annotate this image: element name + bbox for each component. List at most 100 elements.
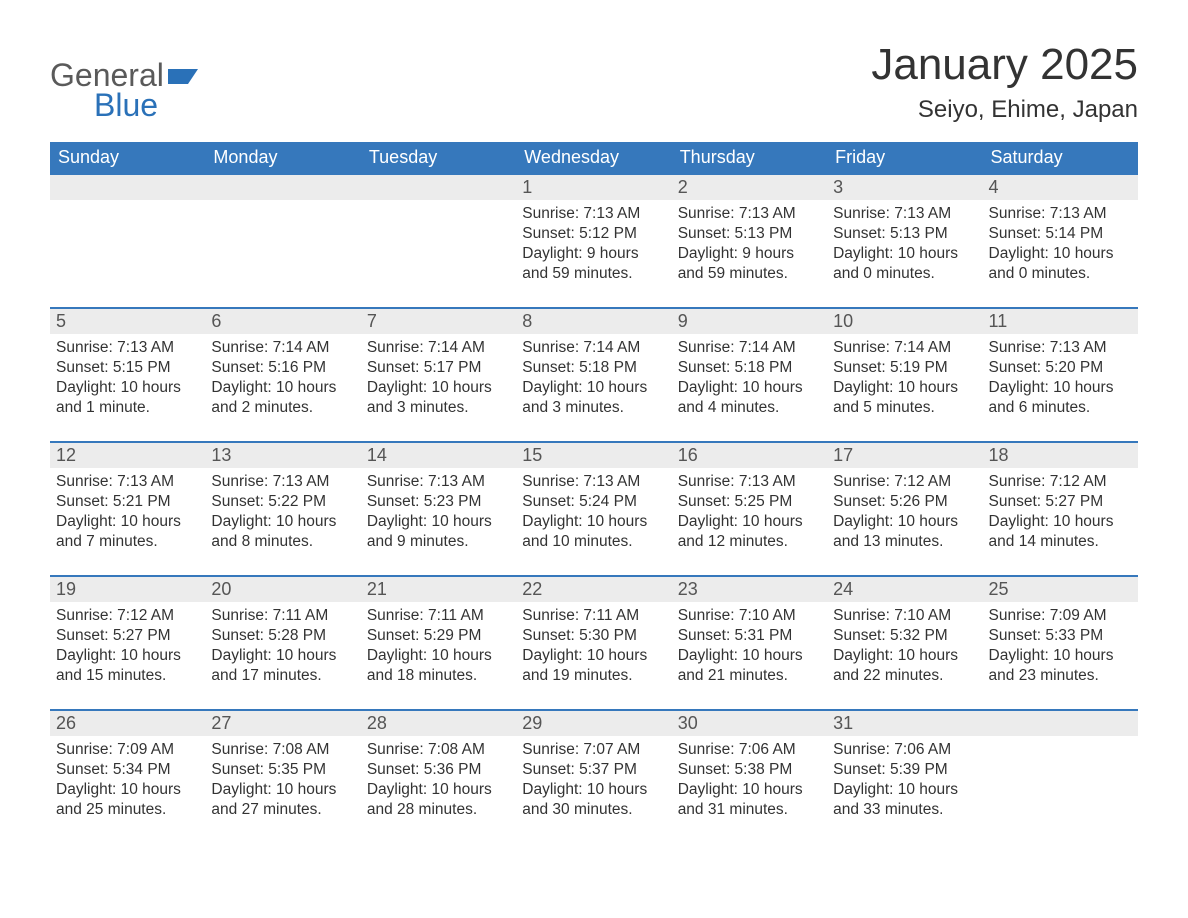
flag-icon bbox=[168, 60, 202, 90]
day-details: Sunrise: 7:10 AMSunset: 5:32 PMDaylight:… bbox=[827, 602, 982, 691]
calendar-day-cell: 29Sunrise: 7:07 AMSunset: 5:37 PMDayligh… bbox=[516, 710, 671, 844]
day-number: 27 bbox=[205, 711, 360, 736]
day-number: 18 bbox=[983, 443, 1138, 468]
day-details: Sunrise: 7:13 AMSunset: 5:21 PMDaylight:… bbox=[50, 468, 205, 557]
day-details: Sunrise: 7:13 AMSunset: 5:25 PMDaylight:… bbox=[672, 468, 827, 557]
calendar-day-cell: 5Sunrise: 7:13 AMSunset: 5:15 PMDaylight… bbox=[50, 308, 205, 442]
sunset-line: Sunset: 5:36 PM bbox=[367, 760, 510, 780]
day-details: Sunrise: 7:12 AMSunset: 5:27 PMDaylight:… bbox=[50, 602, 205, 691]
day-number: 30 bbox=[672, 711, 827, 736]
day-details: Sunrise: 7:13 AMSunset: 5:24 PMDaylight:… bbox=[516, 468, 671, 557]
daylight-line: Daylight: 10 hours and 33 minutes. bbox=[833, 780, 976, 820]
sunset-line: Sunset: 5:16 PM bbox=[211, 358, 354, 378]
sunrise-line: Sunrise: 7:11 AM bbox=[367, 606, 510, 626]
calendar-day-cell: 15Sunrise: 7:13 AMSunset: 5:24 PMDayligh… bbox=[516, 442, 671, 576]
day-details: Sunrise: 7:14 AMSunset: 5:16 PMDaylight:… bbox=[205, 334, 360, 423]
day-number: 21 bbox=[361, 577, 516, 602]
daylight-line: Daylight: 10 hours and 22 minutes. bbox=[833, 646, 976, 686]
sunrise-line: Sunrise: 7:09 AM bbox=[56, 740, 199, 760]
day-number: 2 bbox=[672, 175, 827, 200]
day-details: Sunrise: 7:07 AMSunset: 5:37 PMDaylight:… bbox=[516, 736, 671, 825]
page-header: General Blue January 2025 Seiyo, Ehime, … bbox=[50, 40, 1138, 124]
calendar-week-row: 12Sunrise: 7:13 AMSunset: 5:21 PMDayligh… bbox=[50, 442, 1138, 576]
day-number: 15 bbox=[516, 443, 671, 468]
daylight-line: Daylight: 10 hours and 1 minute. bbox=[56, 378, 199, 418]
sunset-line: Sunset: 5:13 PM bbox=[833, 224, 976, 244]
sunrise-line: Sunrise: 7:13 AM bbox=[989, 204, 1132, 224]
day-number: 14 bbox=[361, 443, 516, 468]
sunset-line: Sunset: 5:30 PM bbox=[522, 626, 665, 646]
daylight-line: Daylight: 10 hours and 31 minutes. bbox=[678, 780, 821, 820]
day-details: Sunrise: 7:08 AMSunset: 5:35 PMDaylight:… bbox=[205, 736, 360, 825]
calendar-day-cell: 25Sunrise: 7:09 AMSunset: 5:33 PMDayligh… bbox=[983, 576, 1138, 710]
sunrise-line: Sunrise: 7:14 AM bbox=[678, 338, 821, 358]
day-details: Sunrise: 7:09 AMSunset: 5:34 PMDaylight:… bbox=[50, 736, 205, 825]
day-number: 23 bbox=[672, 577, 827, 602]
calendar-day-cell: 2Sunrise: 7:13 AMSunset: 5:13 PMDaylight… bbox=[672, 174, 827, 308]
calendar-week-row: 1Sunrise: 7:13 AMSunset: 5:12 PMDaylight… bbox=[50, 174, 1138, 308]
sunset-line: Sunset: 5:14 PM bbox=[989, 224, 1132, 244]
sunrise-line: Sunrise: 7:12 AM bbox=[833, 472, 976, 492]
day-details: Sunrise: 7:06 AMSunset: 5:38 PMDaylight:… bbox=[672, 736, 827, 825]
day-details: Sunrise: 7:13 AMSunset: 5:13 PMDaylight:… bbox=[827, 200, 982, 289]
day-details: Sunrise: 7:13 AMSunset: 5:23 PMDaylight:… bbox=[361, 468, 516, 557]
day-number: 6 bbox=[205, 309, 360, 334]
calendar-day-cell: 11Sunrise: 7:13 AMSunset: 5:20 PMDayligh… bbox=[983, 308, 1138, 442]
day-number: 9 bbox=[672, 309, 827, 334]
sunrise-line: Sunrise: 7:11 AM bbox=[211, 606, 354, 626]
calendar-day-cell: 22Sunrise: 7:11 AMSunset: 5:30 PMDayligh… bbox=[516, 576, 671, 710]
day-details: Sunrise: 7:13 AMSunset: 5:22 PMDaylight:… bbox=[205, 468, 360, 557]
sunrise-line: Sunrise: 7:13 AM bbox=[678, 472, 821, 492]
calendar-body: 1Sunrise: 7:13 AMSunset: 5:12 PMDaylight… bbox=[50, 174, 1138, 844]
calendar-day-cell: 6Sunrise: 7:14 AMSunset: 5:16 PMDaylight… bbox=[205, 308, 360, 442]
day-details: Sunrise: 7:13 AMSunset: 5:12 PMDaylight:… bbox=[516, 200, 671, 289]
daylight-line: Daylight: 9 hours and 59 minutes. bbox=[678, 244, 821, 284]
calendar-day-cell: 17Sunrise: 7:12 AMSunset: 5:26 PMDayligh… bbox=[827, 442, 982, 576]
day-details: Sunrise: 7:14 AMSunset: 5:19 PMDaylight:… bbox=[827, 334, 982, 423]
day-number: 7 bbox=[361, 309, 516, 334]
sunset-line: Sunset: 5:26 PM bbox=[833, 492, 976, 512]
sunset-line: Sunset: 5:12 PM bbox=[522, 224, 665, 244]
sunrise-line: Sunrise: 7:13 AM bbox=[367, 472, 510, 492]
day-details: Sunrise: 7:14 AMSunset: 5:18 PMDaylight:… bbox=[516, 334, 671, 423]
day-details: Sunrise: 7:08 AMSunset: 5:36 PMDaylight:… bbox=[361, 736, 516, 825]
calendar-day-cell: 16Sunrise: 7:13 AMSunset: 5:25 PMDayligh… bbox=[672, 442, 827, 576]
sunrise-line: Sunrise: 7:11 AM bbox=[522, 606, 665, 626]
calendar-day-cell: 9Sunrise: 7:14 AMSunset: 5:18 PMDaylight… bbox=[672, 308, 827, 442]
location-text: Seiyo, Ehime, Japan bbox=[871, 96, 1138, 124]
day-details: Sunrise: 7:13 AMSunset: 5:13 PMDaylight:… bbox=[672, 200, 827, 289]
calendar-day-cell: 31Sunrise: 7:06 AMSunset: 5:39 PMDayligh… bbox=[827, 710, 982, 844]
sunset-line: Sunset: 5:18 PM bbox=[678, 358, 821, 378]
calendar-week-row: 26Sunrise: 7:09 AMSunset: 5:34 PMDayligh… bbox=[50, 710, 1138, 844]
calendar-day-cell bbox=[983, 710, 1138, 844]
calendar-day-cell: 26Sunrise: 7:09 AMSunset: 5:34 PMDayligh… bbox=[50, 710, 205, 844]
sunset-line: Sunset: 5:22 PM bbox=[211, 492, 354, 512]
day-number: 12 bbox=[50, 443, 205, 468]
sunrise-line: Sunrise: 7:08 AM bbox=[211, 740, 354, 760]
calendar-day-cell: 10Sunrise: 7:14 AMSunset: 5:19 PMDayligh… bbox=[827, 308, 982, 442]
sunset-line: Sunset: 5:38 PM bbox=[678, 760, 821, 780]
calendar-day-cell: 3Sunrise: 7:13 AMSunset: 5:13 PMDaylight… bbox=[827, 174, 982, 308]
sunset-line: Sunset: 5:19 PM bbox=[833, 358, 976, 378]
sunset-line: Sunset: 5:39 PM bbox=[833, 760, 976, 780]
daylight-line: Daylight: 10 hours and 25 minutes. bbox=[56, 780, 199, 820]
day-number: 25 bbox=[983, 577, 1138, 602]
calendar-day-cell: 1Sunrise: 7:13 AMSunset: 5:12 PMDaylight… bbox=[516, 174, 671, 308]
calendar-day-cell: 7Sunrise: 7:14 AMSunset: 5:17 PMDaylight… bbox=[361, 308, 516, 442]
daylight-line: Daylight: 10 hours and 6 minutes. bbox=[989, 378, 1132, 418]
sunrise-line: Sunrise: 7:14 AM bbox=[211, 338, 354, 358]
daylight-line: Daylight: 10 hours and 28 minutes. bbox=[367, 780, 510, 820]
calendar-day-cell: 4Sunrise: 7:13 AMSunset: 5:14 PMDaylight… bbox=[983, 174, 1138, 308]
day-number: 20 bbox=[205, 577, 360, 602]
day-number: 28 bbox=[361, 711, 516, 736]
sunrise-line: Sunrise: 7:09 AM bbox=[989, 606, 1132, 626]
calendar-day-cell: 27Sunrise: 7:08 AMSunset: 5:35 PMDayligh… bbox=[205, 710, 360, 844]
sunrise-line: Sunrise: 7:12 AM bbox=[56, 606, 199, 626]
day-details: Sunrise: 7:13 AMSunset: 5:15 PMDaylight:… bbox=[50, 334, 205, 423]
day-number-bar bbox=[205, 175, 360, 200]
sunset-line: Sunset: 5:13 PM bbox=[678, 224, 821, 244]
daylight-line: Daylight: 10 hours and 3 minutes. bbox=[367, 378, 510, 418]
month-title: January 2025 bbox=[871, 40, 1138, 90]
day-details: Sunrise: 7:13 AMSunset: 5:20 PMDaylight:… bbox=[983, 334, 1138, 423]
sunset-line: Sunset: 5:27 PM bbox=[56, 626, 199, 646]
